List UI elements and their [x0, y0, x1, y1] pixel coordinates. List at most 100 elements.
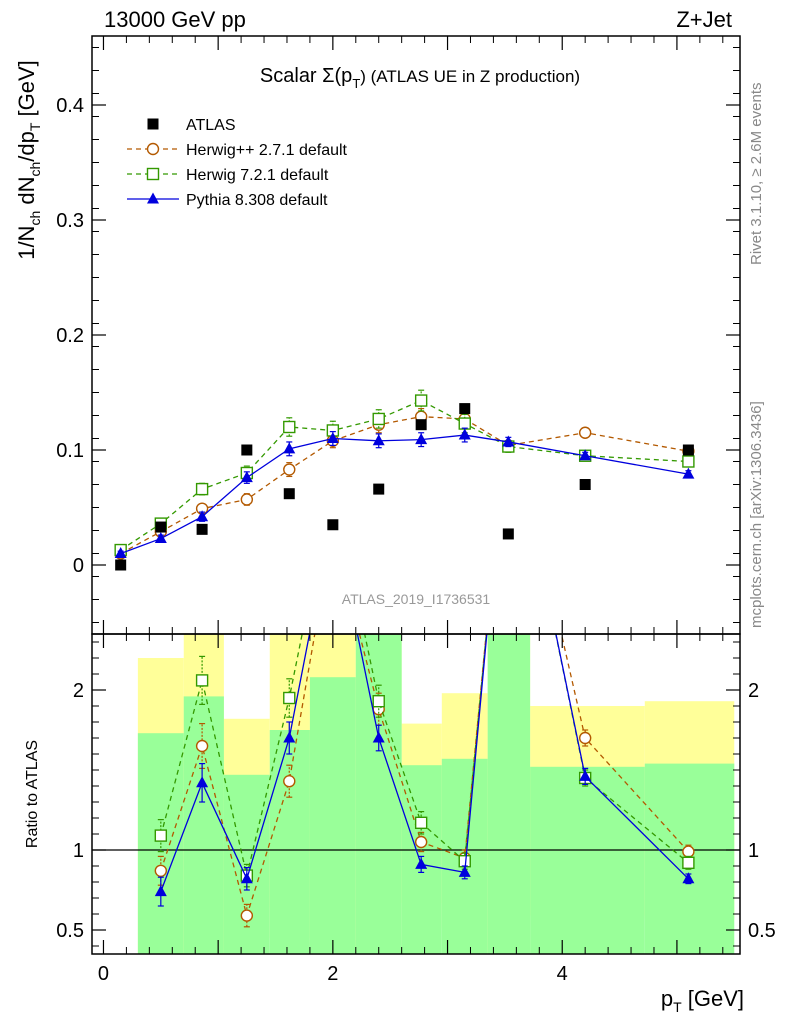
- main-series-2-point: [372, 412, 385, 426]
- ratio-series-1-point: [283, 775, 296, 788]
- ratio-series-3-point: [415, 857, 428, 869]
- main-series-3-point: [458, 428, 471, 440]
- ratio-ylabel: Ratio to ATLAS: [24, 740, 41, 848]
- analysis-watermark: ATLAS_2019_I1736531: [342, 591, 491, 607]
- mcplots-label: mcplots.cern.ch [arXiv:1306.3436]: [748, 401, 765, 628]
- main-title-sub: T: [352, 76, 360, 91]
- ratio-series-1-point: [154, 864, 168, 877]
- main-series-2-point: [195, 482, 209, 496]
- main-series-2-point: [458, 417, 471, 430]
- xtick-label: 2: [327, 963, 338, 985]
- xlabel-sub: T: [673, 999, 682, 1015]
- legend-marker: [147, 192, 159, 204]
- atlas-data-point: [196, 523, 208, 535]
- main-series-1-line: [120, 415, 689, 555]
- legend: ATLAS Herwig++ 2.7.1 default Herwig 7.2.1 …: [127, 117, 348, 209]
- rivet-label: Rivet 3.1.10, ≥ 2.6M events: [748, 83, 765, 266]
- ylabel-part: dN: [14, 177, 39, 211]
- main-series-3-point: [326, 432, 339, 443]
- ratio-series-2-point: [195, 674, 209, 687]
- main-series-3-point: [114, 547, 127, 558]
- ylabel-sub: T: [27, 122, 43, 131]
- header-right: Z+Jet: [676, 7, 732, 32]
- main-series-3-point: [682, 467, 695, 479]
- xtick-label: 4: [557, 963, 568, 985]
- atlas-data-point: [283, 488, 295, 500]
- ratio-band-green: [530, 766, 645, 954]
- legend-marker: [146, 167, 160, 181]
- ratio-series-3-point: [682, 872, 695, 884]
- main-series-3-point: [579, 449, 592, 461]
- atlas-data-point: [415, 419, 427, 431]
- ratio-uncertainty-bands: [137, 634, 735, 954]
- ratio-series-2-point: [372, 695, 385, 708]
- main-ylabel: 1/Nch dNch/dpT [GeV]: [14, 60, 43, 260]
- legend-label: Herwig 7.2.1 default: [186, 167, 329, 184]
- ylabel-sub: ch: [27, 211, 43, 226]
- main-series-3-point: [372, 434, 385, 446]
- main-series-layer: [114, 389, 695, 571]
- atlas-data-point: [241, 444, 253, 456]
- ratio-series-3-point: [458, 865, 471, 877]
- xlabel-part: p: [661, 986, 673, 1011]
- xlabel-part: [GeV]: [682, 986, 744, 1011]
- ratio-band-green: [355, 634, 402, 954]
- atlas-data-point: [459, 403, 471, 415]
- main-ytick-label: 0.3: [56, 210, 84, 232]
- main-series-2-line: [120, 399, 689, 551]
- legend-marker: [147, 118, 159, 130]
- main-series-3-point: [283, 442, 296, 454]
- main-series-2-point: [283, 420, 296, 434]
- legend-marker: [146, 142, 160, 156]
- atlas-data-point: [327, 519, 339, 531]
- main-series-1-point: [283, 463, 296, 476]
- ratio-series-3-point: [502, 396, 514, 407]
- ratio-series-1-point: [503, 397, 514, 408]
- atlas-data-point: [579, 479, 591, 490]
- ratio-series-1-point: [240, 909, 254, 922]
- ratio-series-3-point: [154, 885, 167, 897]
- atlas-data-point: [115, 559, 127, 571]
- main-ytick-label: 0.4: [56, 95, 84, 117]
- main-series-3-point: [196, 510, 209, 522]
- ratio-series-3-point: [579, 769, 592, 781]
- ratio-series-1-point: [195, 739, 209, 753]
- atlas-data-point: [502, 528, 514, 540]
- main-series-3-point: [240, 471, 253, 483]
- ratio-band-green: [487, 634, 531, 954]
- ratio-series-3-point: [196, 776, 209, 788]
- ratio-ytick-label-right: 2: [748, 680, 759, 702]
- ratio-series-2-point: [414, 816, 428, 829]
- ratio-series-2-point: [327, 477, 338, 488]
- main-series-1-point: [240, 493, 254, 506]
- atlas-data-point: [155, 521, 167, 533]
- ratio-series-2-point: [154, 829, 168, 842]
- main-series-2-point: [682, 455, 695, 468]
- main-series-3-point: [502, 435, 515, 447]
- ratio-series-layer: [154, 396, 695, 928]
- ratio-frame: [91, 633, 741, 955]
- main-series-3-point: [154, 532, 167, 544]
- ratio-series-1-point: [682, 845, 695, 858]
- xtick-label: 0: [98, 963, 109, 985]
- xlabel: pT [GeV]: [661, 986, 744, 1015]
- ratio-ytick-label-right: 1: [748, 840, 759, 862]
- ratio-ytick-label: 0.5: [56, 920, 84, 942]
- ratio-band-green: [183, 696, 224, 954]
- ratio-series-1-point: [578, 731, 592, 745]
- ratio-ytick-label-right: 0.5: [748, 920, 776, 942]
- ratio-ytick-label: 1: [73, 840, 84, 862]
- atlas-data-point: [682, 444, 694, 456]
- ylabel-part: [GeV]: [14, 60, 39, 122]
- main-ytick-label: 0.1: [56, 440, 84, 462]
- atlas-data-point: [373, 483, 385, 495]
- main-title-suffix: ) (ATLAS UE in Z production): [360, 67, 580, 86]
- ratio-series-3-point: [240, 872, 253, 884]
- legend-label: Herwig++ 2.7.1 default: [186, 142, 348, 159]
- legend-label: Pythia 8.308 default: [186, 192, 328, 209]
- main-title-prefix: Scalar Σ(p: [260, 65, 352, 87]
- main-series-1-point: [578, 426, 592, 439]
- ratio-band-green: [269, 730, 310, 954]
- ratio-series-2-point: [458, 855, 471, 868]
